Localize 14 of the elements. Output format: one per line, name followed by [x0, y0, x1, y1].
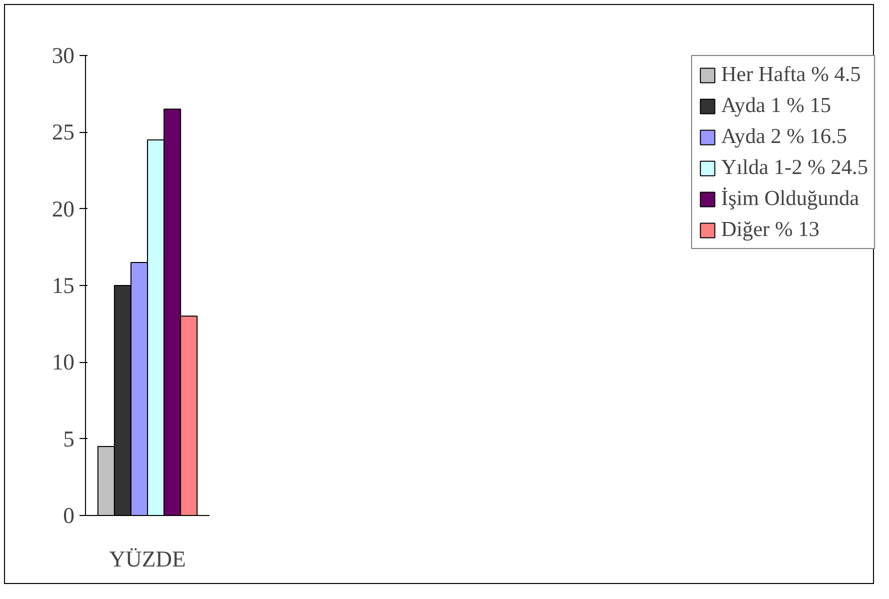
legend-label: Diğer % 13: [721, 217, 820, 242]
legend-label: Ayda 2 % 16.5: [721, 124, 848, 149]
legend-label: Yılda 1-2 % 24.5: [721, 155, 868, 180]
legend-label: İşim Olduğunda: [721, 186, 860, 211]
legend-label: Ayda 1 % 15: [721, 93, 832, 118]
x-tick-label: YÜZDE: [109, 546, 186, 572]
y-tick-label: 10: [52, 350, 74, 375]
y-tick-label: 15: [52, 273, 74, 298]
y-tick-label: 20: [52, 196, 74, 222]
y-tick-label: 5: [63, 426, 74, 452]
y-tick-label: 25: [52, 120, 74, 145]
y-tick-label: 30: [52, 43, 74, 68]
y-tick-label: 0: [63, 503, 74, 528]
legend-label: Her Hafta % 4.5: [721, 62, 861, 87]
